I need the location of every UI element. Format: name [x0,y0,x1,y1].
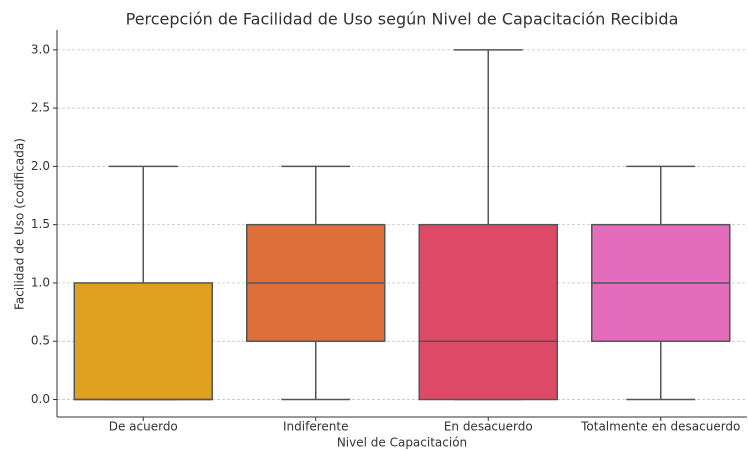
x-tick-label: De acuerdo [109,420,178,434]
y-axis-label: Facilidad de Uso (codificada) [13,138,27,310]
y-tick-label: 1.0 [31,275,50,289]
x-tick-label: En desacuerdo [444,420,533,434]
y-tick-label: 3.0 [31,42,50,56]
y-tick-label: 2.0 [31,159,50,173]
x-tick-label: Indiferente [283,420,348,434]
box [418,223,558,401]
x-axis-label: Nivel de Capacitación [337,436,467,450]
box [73,282,213,401]
y-tick-label: 2.5 [31,101,50,115]
y-tick-label: 1.5 [31,217,50,231]
x-tick-label: Totalmente en desacuerdo [580,420,740,434]
y-tick-label: 0.5 [31,334,50,348]
y-tick-label: 0.0 [31,392,50,406]
chart-title: Percepción de Facilidad de Uso según Niv… [126,10,679,29]
